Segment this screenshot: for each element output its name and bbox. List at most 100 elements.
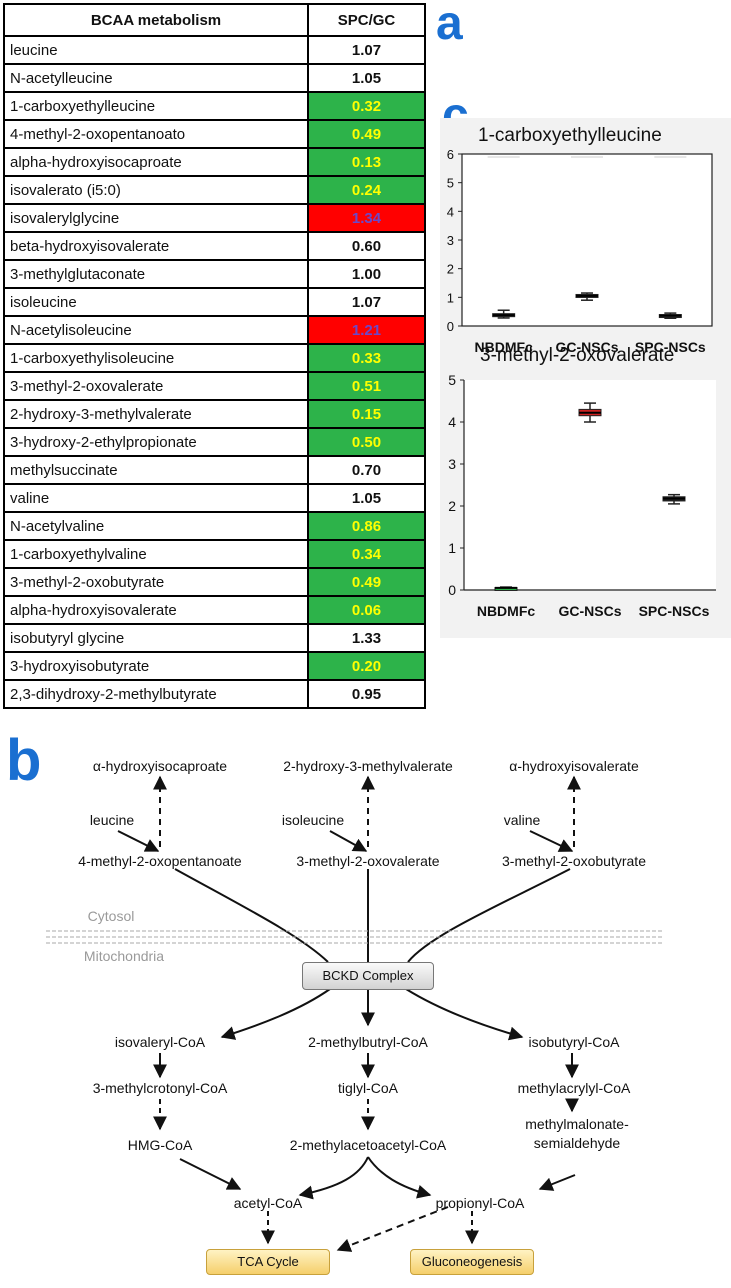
node-leucine: leucine [89, 812, 135, 828]
x-tick-label: GC-NSCs [558, 603, 621, 619]
table-row: isovalerylglycine 1.34 [3, 203, 426, 233]
ratio-value: 0.06 [307, 595, 426, 625]
table-row: 1-carboxyethylvaline 0.34 [3, 539, 426, 569]
metabolite-name: 3-hydroxyisobutyrate [3, 651, 309, 681]
y-tick-label: 5 [448, 372, 456, 388]
ratio-value: 0.15 [307, 399, 426, 429]
ratio-value: 0.51 [307, 371, 426, 401]
metabolite-name: 3-hydroxy-2-ethylpropionate [3, 427, 309, 457]
ratio-value: 0.60 [307, 231, 426, 261]
node-3-methyl-2-oxobutyrate: 3-methyl-2-oxobutyrate [502, 853, 646, 869]
gluconeogenesis-box: Gluconeogenesis [410, 1249, 534, 1275]
table-row: 3-methylglutaconate 1.00 [3, 259, 426, 289]
metabolite-name: alpha-hydroxyisocaproate [3, 147, 309, 177]
node-2-methylacetoacetyl-coa: 2-methylacetoacetyl-CoA [289, 1137, 447, 1153]
ratio-value: 1.07 [307, 35, 426, 65]
table-row: N-acetylisoleucine 1.21 [3, 315, 426, 345]
bcaa-pathway-diagram: α-hydroxyisocaproate 2-hydroxy-3-methylv… [0, 755, 731, 1288]
node-4-methyl-2-oxopentanoate: 4-methyl-2-oxopentanoate [78, 853, 242, 869]
y-tick-label: 0 [448, 582, 456, 598]
metabolite-name: N-acetylleucine [3, 63, 309, 93]
box-plot-2: 0 1 2 3 4 5 NBDMFc GC-NSCs SPC-NSCs [448, 372, 716, 619]
metabolite-name: 1-carboxyethylvaline [3, 539, 309, 569]
node-isoleucine: isoleucine [281, 812, 345, 828]
node-acetyl-coa: acetyl-CoA [233, 1195, 303, 1211]
node-2-methylbutryl-coa: 2-methylbutryl-CoA [308, 1034, 428, 1050]
ratio-value: 0.20 [307, 651, 426, 681]
ratio-value: 0.70 [307, 455, 426, 485]
box-plot-1: 0 1 2 3 4 5 6 NBDMFc GC-NSCs SPC-NSCs [447, 147, 713, 355]
metabolite-name: 4-methyl-2-oxopentanoato [3, 119, 309, 149]
label-mitochondria: Mitochondria [83, 948, 165, 964]
node-3-methyl-2-oxovalerate: 3-methyl-2-oxovalerate [296, 853, 440, 869]
table-row: alpha-hydroxyisovalerate 0.06 [3, 595, 426, 625]
metabolite-name: isovalerylglycine [3, 203, 309, 233]
column-header-ratio: SPC/GC [307, 3, 426, 37]
node-methylacrylyl-coa: methylacrylyl-CoA [517, 1080, 631, 1096]
table-row: 3-methyl-2-oxobutyrate 0.49 [3, 567, 426, 597]
panel-c-plots: 1-carboxyethylleucine 0 1 2 3 4 5 6 NBDMFc GC-NS… [440, 118, 731, 638]
node-propionyl-coa: propionyl-CoA [435, 1195, 525, 1211]
x-tick-label: SPC-NSCs [639, 603, 710, 619]
y-tick-label: 2 [448, 498, 456, 514]
metabolite-name: 3-methyl-2-oxovalerate [3, 371, 309, 401]
label-cytosol: Cytosol [87, 908, 135, 924]
ratio-value: 1.00 [307, 259, 426, 289]
table-row: 2,3-dihydroxy-2-methylbutyrate 0.95 [3, 679, 426, 709]
metabolite-name: methylsuccinate [3, 455, 309, 485]
table-row: 1-carboxyethylleucine 0.32 [3, 91, 426, 121]
node-hmg-coa: HMG-CoA [127, 1137, 193, 1153]
metabolite-name: isovalerato (i5:0) [3, 175, 309, 205]
y-tick-label: 4 [447, 204, 454, 219]
y-tick-label: 2 [447, 262, 454, 277]
metabolite-name: valine [3, 483, 309, 513]
metabolite-name: 3-methyl-2-oxobutyrate [3, 567, 309, 597]
bcaa-table: BCAA metabolism SPC/GC leucine 1.07 N-acet… [3, 3, 426, 709]
metabolite-name: beta-hydroxyisovalerate [3, 231, 309, 261]
ratio-value: 0.33 [307, 343, 426, 373]
table-row: valine 1.05 [3, 483, 426, 513]
table-header-row: BCAA metabolism SPC/GC [3, 3, 426, 37]
table-row: N-acetylvaline 0.86 [3, 511, 426, 541]
ratio-value: 0.49 [307, 567, 426, 597]
ratio-value: 0.49 [307, 119, 426, 149]
ratio-value: 0.86 [307, 511, 426, 541]
tca-cycle-box: TCA Cycle [206, 1249, 330, 1275]
table-row: alpha-hydroxyisocaproate 0.13 [3, 147, 426, 177]
table-row: 1-carboxyethylisoleucine 0.33 [3, 343, 426, 373]
y-tick-label: 6 [447, 147, 454, 162]
table-row: isobutyryl glycine 1.33 [3, 623, 426, 653]
node-tiglyl-coa: tiglyl-CoA [338, 1080, 398, 1096]
y-tick-label: 1 [447, 290, 454, 305]
metabolite-name: N-acetylisoleucine [3, 315, 309, 345]
ratio-value: 1.21 [307, 315, 426, 345]
ratio-value: 1.05 [307, 483, 426, 513]
ratio-value: 1.05 [307, 63, 426, 93]
ratio-value: 0.24 [307, 175, 426, 205]
plot-title-1: 1-carboxyethylleucine [478, 125, 662, 146]
ratio-value: 1.34 [307, 203, 426, 233]
table-row: leucine 1.07 [3, 35, 426, 65]
node-alpha-hydroxyisovalerate: α-hydroxyisovalerate [509, 758, 639, 774]
ratio-value: 0.32 [307, 91, 426, 121]
x-tick-label: NBDMFc [474, 339, 533, 355]
x-tick-label: GC-NSCs [555, 339, 618, 355]
y-tick-label: 3 [447, 233, 454, 248]
table-row: N-acetylleucine 1.05 [3, 63, 426, 93]
x-tick-label: SPC-NSCs [635, 339, 706, 355]
table-row: beta-hydroxyisovalerate 0.60 [3, 231, 426, 261]
metabolite-name: leucine [3, 35, 309, 65]
node-3-methylcrotonyl-coa: 3-methylcrotonyl-CoA [92, 1080, 228, 1096]
node-valine: valine [503, 812, 541, 828]
table-row: 3-methyl-2-oxovalerate 0.51 [3, 371, 426, 401]
node-isovaleryl-coa: isovaleryl-CoA [114, 1034, 206, 1050]
table-row: isovalerato (i5:0) 0.24 [3, 175, 426, 205]
x-tick-label: NBDMFc [477, 603, 536, 619]
ratio-value: 1.33 [307, 623, 426, 653]
node-methylmalonate-line1: methylmalonate- [525, 1116, 629, 1132]
table-row: 3-hydroxy-2-ethylpropionate 0.50 [3, 427, 426, 457]
table-row: 4-methyl-2-oxopentanoato 0.49 [3, 119, 426, 149]
plot-title-2: 3-methyl-2-oxovalerate [480, 345, 675, 366]
y-tick-label: 3 [448, 456, 456, 472]
ratio-value: 0.34 [307, 539, 426, 569]
